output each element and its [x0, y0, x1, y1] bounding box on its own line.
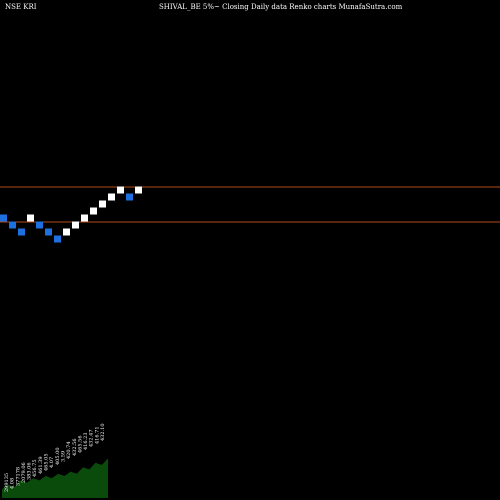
symbol-label: NSE KRI: [5, 3, 37, 11]
renko-bricks: [0, 186, 142, 243]
renko-brick-up: [63, 228, 70, 236]
volume-label: 416.23: [83, 433, 89, 451]
renko-brick-up: [72, 221, 79, 229]
volume-label: 2079.06: [21, 462, 27, 483]
renko-brick-down: [54, 235, 61, 243]
renko-brick-up: [135, 186, 142, 194]
chart-title: SHIVAL_BE 5%~ Closing Daily data Renko c…: [159, 3, 403, 11]
renko-brick-down: [9, 221, 16, 229]
volume-label: 465.56: [77, 436, 83, 454]
volume-label: 432.47: [89, 430, 95, 448]
renko-brick-down: [0, 214, 7, 222]
volume-label: 432.56: [72, 439, 78, 457]
renko-brick-up: [117, 186, 124, 194]
volume-area-fill: [2, 458, 108, 498]
renko-brick-down: [126, 193, 133, 201]
volume-label: 416.71: [94, 427, 100, 445]
reference-lines: [0, 186, 500, 223]
volume-label: 456.75: [32, 460, 38, 478]
renko-brick-down: [45, 228, 52, 236]
renko-brick-up: [90, 207, 97, 215]
volume-label: 461.39: [38, 457, 44, 475]
renko-brick-up: [108, 193, 115, 201]
volume-label: 4.07: [49, 457, 55, 468]
volume-label: 405.00: [55, 448, 61, 466]
renko-brick-up: [81, 214, 88, 222]
volume-label: 420.74: [66, 442, 72, 460]
volume-label: 465.05: [44, 454, 50, 472]
volume-label: 383.06: [27, 463, 33, 481]
renko-brick-up: [27, 214, 34, 222]
volume-label: 3.59: [60, 451, 66, 462]
renko-brick-down: [36, 221, 43, 229]
renko-brick-down: [18, 228, 25, 236]
volume-label: 299135: [4, 473, 10, 492]
volume-label: 432.10: [100, 424, 106, 442]
volume-label: 377178: [15, 467, 21, 486]
volume-label: 4.08: [10, 478, 16, 489]
renko-brick-up: [99, 200, 106, 208]
volume-area: 299135 4.08 377178 2079.06 383.06 456.75 461.3…: [2, 424, 108, 498]
